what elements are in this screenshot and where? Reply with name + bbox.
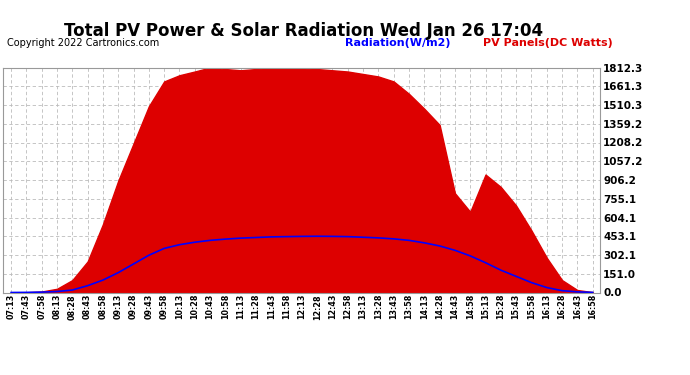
- Text: Copyright 2022 Cartronics.com: Copyright 2022 Cartronics.com: [7, 38, 159, 48]
- Text: Total PV Power & Solar Radiation Wed Jan 26 17:04: Total PV Power & Solar Radiation Wed Jan…: [64, 22, 543, 40]
- Text: PV Panels(DC Watts): PV Panels(DC Watts): [483, 38, 613, 48]
- Text: Radiation(W/m2): Radiation(W/m2): [345, 38, 451, 48]
